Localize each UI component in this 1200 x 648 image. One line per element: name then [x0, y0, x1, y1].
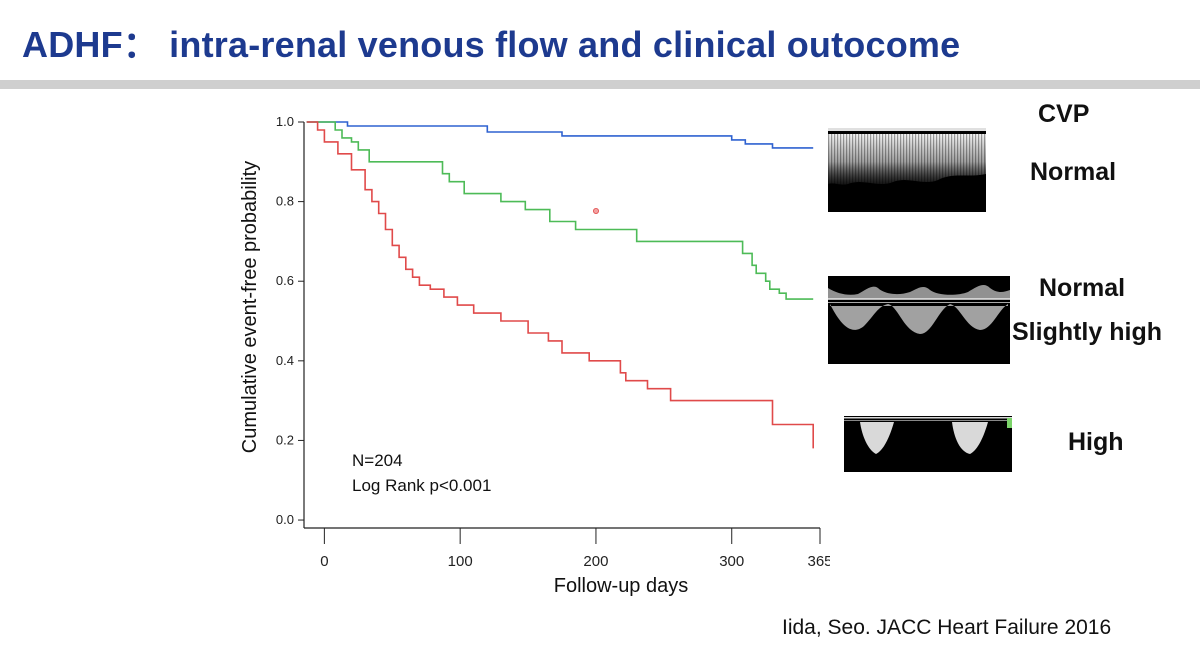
chart-annotation: Log Rank p<0.001: [352, 476, 491, 495]
cvp-normal-label: Normal: [1030, 158, 1117, 186]
chart-series: [306, 121, 814, 449]
citation: Iida, Seo. JACC Heart Failure 2016: [782, 616, 1112, 639]
doppler-monophasic-image: [844, 416, 1012, 472]
series-line-3: [306, 121, 814, 449]
cvp-normal-slightly-high-label-1: Normal: [1039, 274, 1126, 302]
y-tick-label: 0.8: [276, 194, 294, 209]
x-tick-label: 300: [719, 553, 744, 570]
y-tick-label: 0.6: [276, 273, 294, 288]
x-tick-label: 100: [448, 553, 473, 570]
censor-marker: [593, 207, 600, 214]
km-chart: 0.0 0.2 0.4 0.6 0.8 1.0 0 100 200 300 365 Follow-up…: [239, 114, 830, 597]
x-tick-label: 0: [320, 553, 328, 570]
y-tick-label: 0.4: [276, 353, 294, 368]
y-tick-label: 0.0: [276, 512, 294, 527]
cvp-header-label: CVP: [1038, 100, 1090, 128]
y-axis-label: Cumulative event-free probability: [239, 161, 261, 453]
x-tick-label: 200: [583, 553, 608, 570]
cvp-high-label: High: [1068, 428, 1124, 456]
title-divider: [0, 80, 1200, 89]
chart-labels: 0.0 0.2 0.4 0.6 0.8 1.0 0 100 200 300 365 Follow-up…: [239, 114, 830, 597]
chart-annotation: N=204: [352, 451, 403, 470]
x-tick-label: 365: [807, 553, 830, 570]
series-line-2: [306, 121, 814, 300]
y-tick-label: 0.2: [276, 432, 294, 447]
cvp-normal-slightly-high-label-2: Slightly high: [1012, 318, 1162, 346]
x-axis-label: Follow-up days: [554, 575, 689, 597]
y-tick-label: 1.0: [276, 114, 294, 129]
slide-title: ADHF： intra-renal venous flow and clinic…: [22, 24, 961, 65]
chart-axes: [298, 121, 821, 544]
doppler-biphasic-image: [828, 276, 1010, 364]
doppler-continuous-image: [828, 128, 986, 212]
series-line-1: [306, 121, 814, 149]
